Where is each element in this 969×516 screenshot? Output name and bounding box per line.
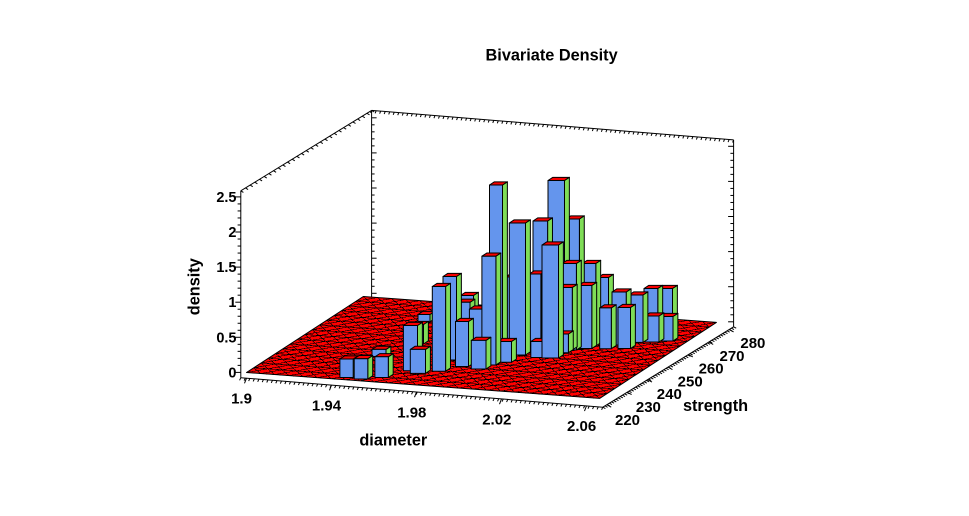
- svg-text:260: 260: [699, 361, 724, 378]
- svg-text:1.5: 1.5: [216, 260, 236, 276]
- svg-text:Bivariate Density: Bivariate Density: [486, 47, 618, 65]
- svg-text:1.9: 1.9: [231, 391, 252, 408]
- svg-text:230: 230: [636, 399, 661, 416]
- svg-text:1.94: 1.94: [312, 397, 342, 414]
- svg-text:density: density: [186, 258, 204, 315]
- svg-text:220: 220: [615, 412, 640, 429]
- svg-text:2.06: 2.06: [567, 418, 596, 435]
- svg-text:270: 270: [719, 348, 744, 365]
- svg-text:0.5: 0.5: [216, 330, 236, 346]
- svg-text:240: 240: [657, 386, 682, 403]
- svg-text:2.5: 2.5: [216, 190, 236, 206]
- svg-text:2.02: 2.02: [482, 411, 511, 428]
- svg-text:diameter: diameter: [359, 432, 428, 450]
- svg-text:280: 280: [740, 335, 765, 352]
- svg-text:250: 250: [678, 373, 703, 390]
- svg-text:1: 1: [228, 295, 236, 311]
- svg-text:2: 2: [228, 225, 236, 241]
- svg-text:1.98: 1.98: [397, 404, 426, 421]
- svg-text:strength: strength: [683, 397, 748, 415]
- svg-text:0: 0: [228, 365, 236, 381]
